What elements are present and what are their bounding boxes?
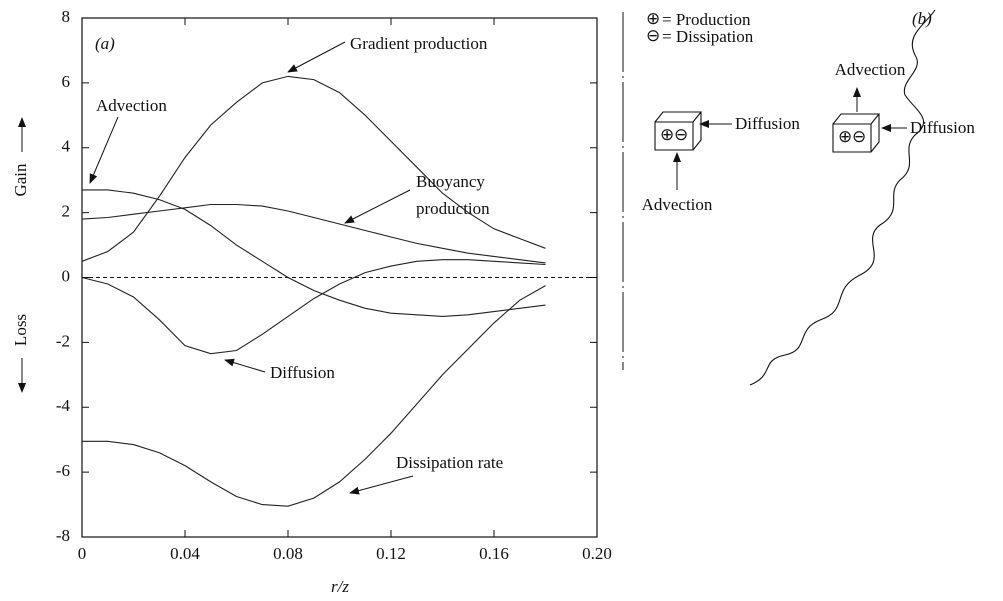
x-tick-label: 0.08 bbox=[273, 544, 303, 563]
gain-label: Gain bbox=[11, 117, 30, 197]
advection-label: Advection bbox=[642, 195, 713, 214]
y-tick-label: 2 bbox=[62, 202, 71, 221]
annotation-text: Buoyancy production bbox=[416, 172, 490, 218]
diffusion-label: Diffusion bbox=[735, 114, 800, 133]
annotation-arrow bbox=[89, 116, 119, 184]
x-axis-label: r/z bbox=[331, 577, 349, 596]
y-tick-label: 0 bbox=[62, 266, 71, 285]
y-tick-label: -4 bbox=[56, 396, 71, 415]
series-line bbox=[82, 285, 546, 507]
series-annotation: Gradient production bbox=[350, 34, 488, 53]
annotation-arrow bbox=[224, 358, 266, 373]
legend-text: = Production bbox=[662, 10, 751, 29]
x-tick-label: 0.16 bbox=[479, 544, 509, 563]
series-annotation: Dissipation rate bbox=[396, 453, 504, 472]
cube-symbol: ⊖ bbox=[852, 127, 866, 146]
cube bbox=[832, 113, 881, 153]
legend-symbol: ⊕ bbox=[646, 9, 660, 28]
y-tick-label: 8 bbox=[62, 7, 71, 26]
annotation-text: Diffusion bbox=[270, 363, 335, 382]
annotation-arrow bbox=[349, 475, 414, 495]
loss-label: Loss bbox=[11, 314, 30, 393]
annotation-text: Advection bbox=[96, 96, 167, 115]
plume-edge bbox=[749, 9, 936, 386]
x-tick-label: 0.20 bbox=[582, 544, 612, 563]
panel-label: (a) bbox=[95, 34, 115, 53]
legend-text: = Dissipation bbox=[662, 27, 754, 46]
annotation-text: Dissipation rate bbox=[396, 453, 504, 472]
gain-text: Gain bbox=[11, 163, 30, 197]
right-cube: ⊕ ⊖ Advection Diffusion bbox=[832, 60, 975, 153]
y-tick-label: -6 bbox=[56, 461, 70, 480]
left-cube: ⊕ ⊖ Diffusion Advection bbox=[642, 111, 800, 214]
series-annotation: Advection bbox=[96, 96, 167, 115]
y-tick-label: 4 bbox=[62, 137, 71, 156]
annotation-text: Gradient production bbox=[350, 34, 488, 53]
advection-label: Advection bbox=[835, 60, 906, 79]
legend-symbol: ⊖ bbox=[646, 26, 660, 45]
y-tick-label: -8 bbox=[56, 526, 70, 545]
cube-symbol: ⊕ bbox=[660, 125, 674, 144]
panel-b: (b) ⊕ = Production ⊖ = Dissipation ⊕ ⊖ D… bbox=[622, 9, 975, 386]
series-annotation: Buoyancy production bbox=[416, 172, 490, 218]
diffusion-label: Diffusion bbox=[910, 118, 975, 137]
series-line bbox=[82, 189, 546, 317]
x-tick-label: 0.04 bbox=[170, 544, 200, 563]
y-tick-label: 6 bbox=[62, 72, 71, 91]
x-tick-label: 0 bbox=[78, 544, 87, 563]
annotation-arrow bbox=[287, 41, 346, 73]
cube-symbol: ⊕ bbox=[838, 127, 852, 146]
y-tick-label: -2 bbox=[56, 331, 70, 350]
series-line bbox=[81, 259, 546, 355]
panel-label: (b) bbox=[912, 9, 932, 28]
series-line bbox=[81, 75, 546, 262]
series-line bbox=[81, 203, 546, 264]
x-tick-label: 0.12 bbox=[376, 544, 406, 563]
loss-text: Loss bbox=[11, 314, 30, 346]
annotation-arrow bbox=[344, 189, 411, 224]
series-annotation: Diffusion bbox=[270, 363, 335, 382]
cube-symbol: ⊖ bbox=[674, 125, 688, 144]
